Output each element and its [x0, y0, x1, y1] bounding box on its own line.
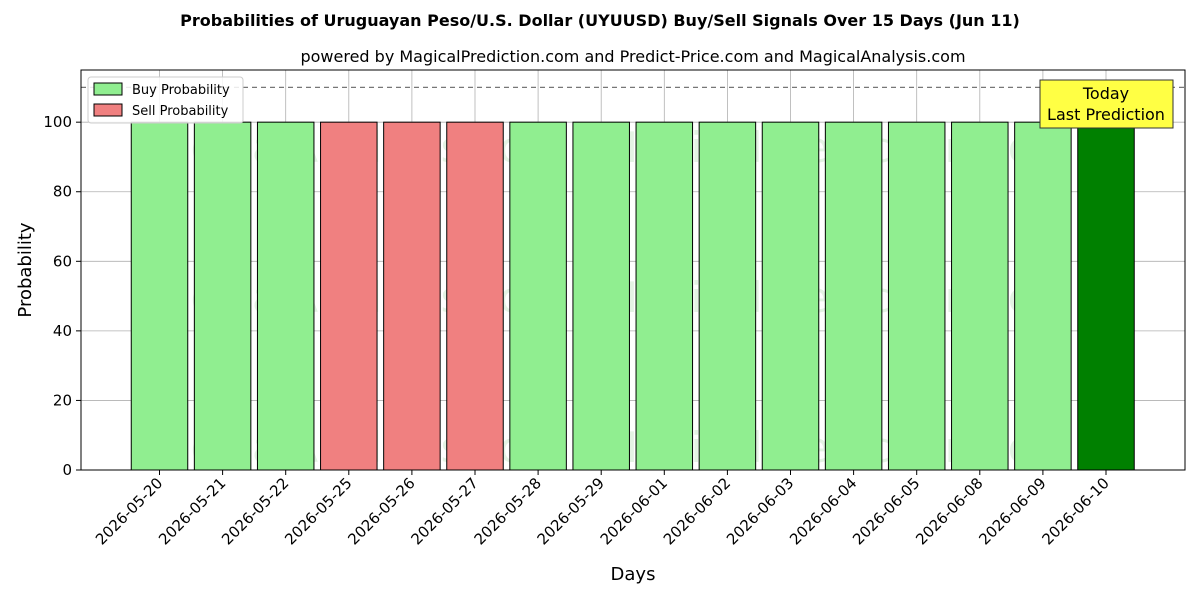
- bar-buy: [256, 121, 315, 471]
- bars-layer: [130, 121, 1135, 471]
- bar-buy: [1014, 121, 1072, 471]
- y-tick-label: 0: [62, 461, 72, 479]
- annotation-box: [1039, 79, 1174, 129]
- bar-buy: [824, 121, 883, 471]
- x-tick-label: 2026-06-10: [1038, 474, 1112, 548]
- x-tick-label: 2026-06-09: [975, 474, 1049, 548]
- y-tick-label: 80: [53, 183, 72, 201]
- x-tick-label: 2026-05-27: [407, 474, 481, 548]
- bar-buy: [130, 121, 189, 471]
- x-tick-label: 2026-05-28: [471, 474, 545, 548]
- bar-buy: [509, 121, 567, 471]
- x-tick-label: 2026-05-26: [344, 474, 418, 548]
- x-tick-label: 2026-06-05: [849, 474, 923, 548]
- bar-buy: [572, 121, 630, 471]
- chart-subtitle: powered by MagicalPrediction.com and Pre…: [300, 47, 965, 66]
- bar-today: [1077, 121, 1135, 471]
- legend: Buy Probability Sell Probability: [87, 76, 244, 124]
- legend-box: [87, 76, 244, 124]
- y-tick-label: 60: [53, 252, 72, 270]
- legend-swatch-sell: [93, 103, 123, 117]
- x-tick-label: 2026-06-01: [597, 474, 671, 548]
- bar-buy: [887, 121, 946, 471]
- x-tick-label: 2026-05-29: [534, 474, 608, 548]
- x-tick-label: 2026-05-25: [281, 474, 355, 548]
- bar-buy: [635, 121, 694, 471]
- bar-buy: [193, 121, 252, 471]
- x-tick-label: 2026-06-02: [660, 474, 734, 548]
- annotation-line-2: Last Prediction: [1047, 105, 1165, 124]
- legend-label-sell: Sell Probability: [132, 104, 229, 119]
- bar-sell: [320, 121, 378, 471]
- bar-sell: [446, 121, 504, 471]
- today-annotation: Today Last Prediction: [1039, 79, 1174, 129]
- y-tick-label: 100: [43, 113, 72, 131]
- bar-buy: [761, 121, 820, 471]
- x-tick-label: 2026-05-22: [218, 474, 292, 548]
- bar-buy: [951, 121, 1009, 471]
- chart-title: Probabilities of Uruguayan Peso/U.S. Dol…: [180, 11, 1020, 30]
- y-tick-label: 40: [53, 322, 72, 340]
- legend-label-buy: Buy Probability: [132, 83, 230, 98]
- legend-swatch-buy: [93, 82, 123, 96]
- annotation-line-1: Today: [1082, 84, 1129, 103]
- x-tick-label: 2026-05-20: [92, 474, 166, 548]
- y-axis-ticks: 0 20 40 60 80 100: [43, 113, 81, 479]
- x-tick-label: 2026-06-03: [723, 474, 797, 548]
- x-tick-label: 2026-05-21: [155, 474, 229, 548]
- x-axis-ticks: 2026-05-202026-05-212026-05-222026-05-25…: [92, 470, 1113, 548]
- x-tick-label: 2026-06-04: [786, 474, 860, 548]
- y-axis-label: Probability: [15, 222, 36, 317]
- plot-frame: [80, 69, 1186, 471]
- bar-sell: [383, 121, 441, 471]
- bar-buy: [698, 121, 757, 471]
- x-axis-label: Days: [611, 564, 656, 585]
- x-tick-label: 2026-06-08: [912, 474, 986, 548]
- y-tick-label: 20: [53, 391, 72, 409]
